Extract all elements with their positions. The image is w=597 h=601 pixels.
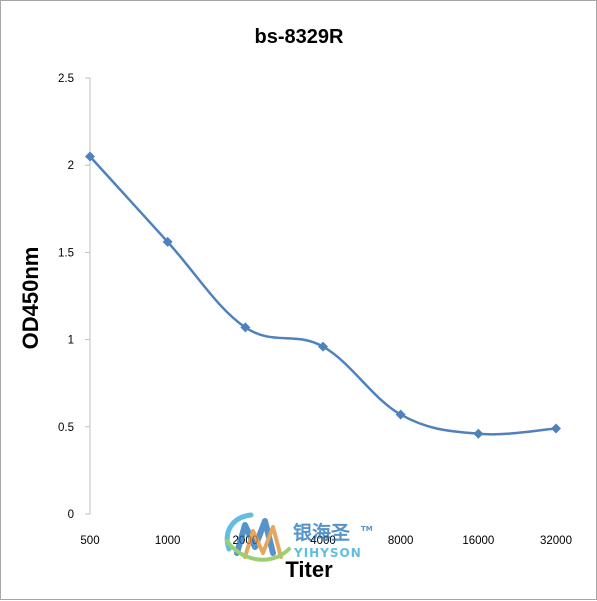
watermark-tm: TM: [361, 525, 373, 533]
x-tick-label: 8000: [388, 535, 414, 547]
data-point-marker: [240, 322, 251, 333]
x-tick-label: 500: [80, 535, 99, 547]
series-line: [88, 155, 558, 436]
y-axis-title: OD450nm: [18, 247, 43, 350]
x-axis-title: Titer: [285, 557, 333, 582]
y-tick-label: 1: [68, 335, 74, 347]
data-point-marker: [473, 428, 484, 439]
x-tick-label: 4000: [310, 535, 336, 547]
x-tick-label: 16000: [462, 535, 494, 547]
data-point-marker: [318, 341, 328, 352]
data-point-marker: [395, 409, 406, 420]
data-point-marker: [551, 423, 561, 434]
x-tick-label: 32000: [540, 535, 572, 547]
y-tick-label: 0: [68, 509, 74, 521]
y-tick-label: 0.5: [58, 422, 74, 434]
watermark-cn: 银海圣: [293, 521, 351, 544]
series-markers: [85, 151, 561, 439]
chart-title: bs-8329R: [255, 26, 344, 48]
watermark-en: YIHYSON: [293, 546, 362, 560]
y-tick-label: 1.5: [58, 247, 74, 259]
y-tick-label: 2.5: [58, 73, 74, 85]
x-tick-label: 1000: [155, 535, 181, 547]
data-point-marker: [85, 151, 95, 162]
data-point-marker: [162, 236, 173, 247]
y-tick-label: 2: [68, 160, 74, 172]
yihyson-watermark-logo: 银海圣 TM YIHYSON: [224, 512, 373, 562]
